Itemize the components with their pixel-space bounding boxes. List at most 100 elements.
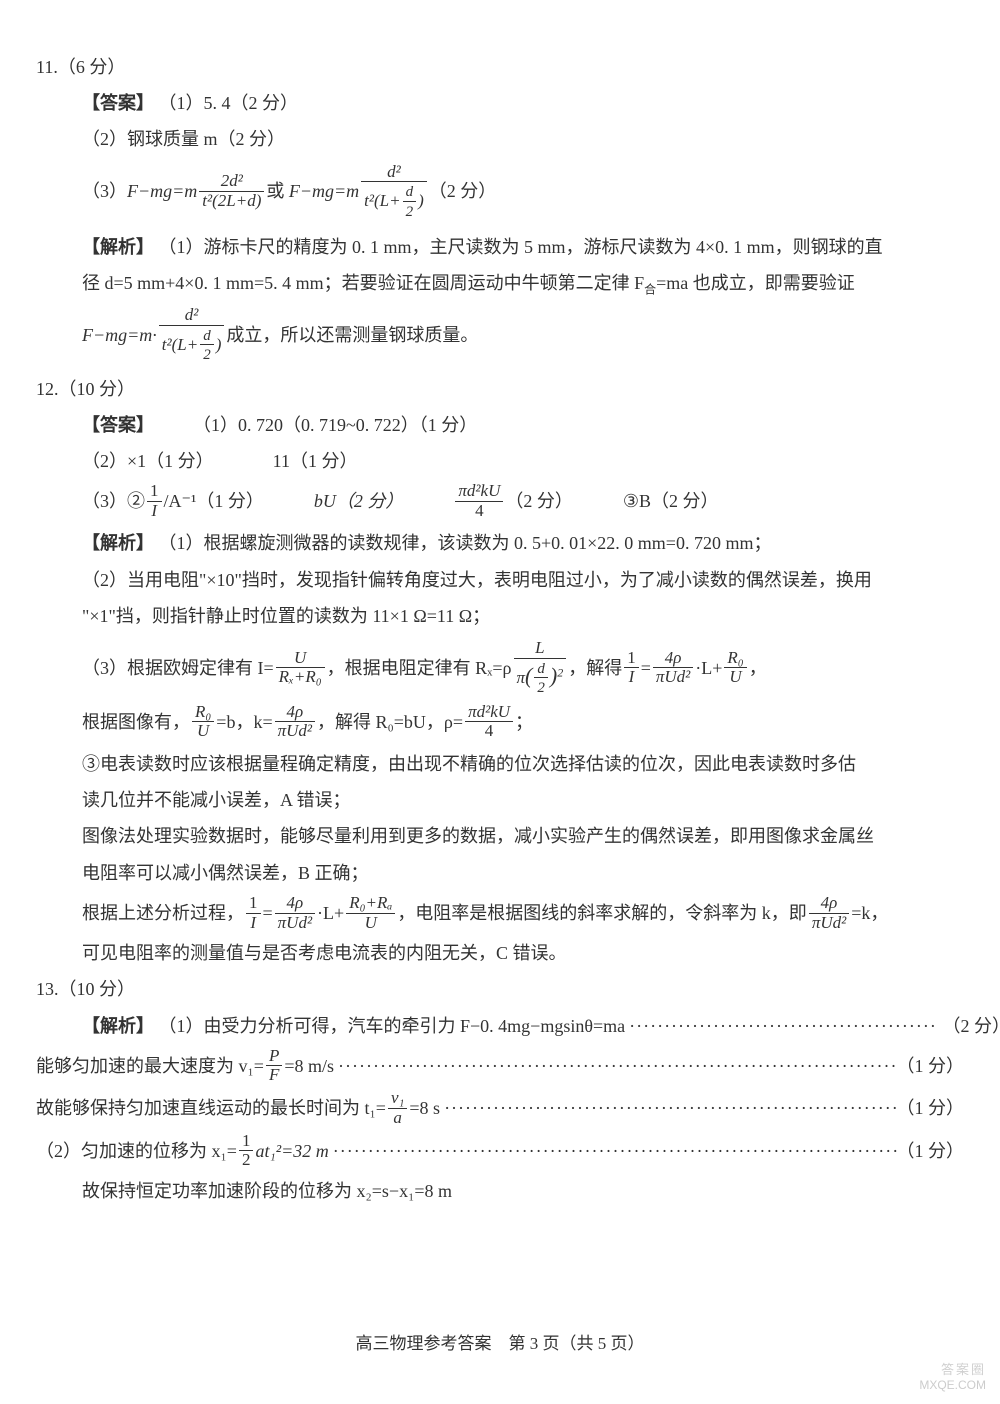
dots-fill: ········································… [440,1091,896,1125]
q11-exp-line2-sub: 合 [644,283,656,297]
q11-ans-2: （2）钢球质量 m（2 分） [82,122,964,156]
q12-exp3-f2-id: 2 [534,677,548,697]
q12-exp7-f4n: 4ρ [809,894,849,913]
q11-header: 11.（6 分） [36,50,964,84]
q13-line4-b: at₁²=32 m [255,1134,328,1168]
q13-line1-pts: （2 分） [943,1009,1000,1043]
q12-exp4-f1: R₀ U [192,703,214,741]
q13-line1: 【解析】 （1）由受力分析可得，汽车的牵引力 F−0. 4mg−mgsinθ=m… [82,1009,1000,1043]
q12-exp2a: （2）当用电阻"×10"挡时，发现指针偏转角度过大，表明电阻过小，为了减小读数的… [82,563,964,597]
q12-exp4-f2n: 4ρ [275,703,315,722]
q12-exp4-f3: πd²kU 4 [465,703,513,741]
q12-exp7-f2: 4ρ πUd² [275,894,315,932]
q12-exp4-prefix: 根据图像有， [82,705,190,739]
q12-header: 12.（10 分） [36,372,964,406]
dots-fill: ········································… [329,1134,897,1168]
q11-ans-row1: 【答案】 （1）5. 4（2 分） [82,86,964,120]
q12-exp-label: 【解析】 [82,533,154,553]
q12-ans3-c: πd²kU 4 [455,482,503,520]
q13-line3-n: v₁ [388,1089,407,1108]
q12-exp3-f2-in: d [534,661,548,678]
q13-line2-a: 能够匀加速的最大速度为 v₁= [36,1049,264,1083]
q12-exp6b: 电阻率可以减小偶然误差，B 正确； [82,856,964,890]
q12-exp7-f3n: R₀+Rₐ [346,894,395,913]
q12-ans-2a: （2）×1（1 分） [82,451,214,471]
q13-line1-txt: （1）由受力分析可得，汽车的牵引力 F−0. 4mg−mgsinθ=ma [159,1016,626,1036]
q11-eq2-den: t²(L+d2) [361,181,427,220]
q11-exp-line1: （1）游标卡尺的精度为 0. 1 mm，主尺读数为 5 mm，游标尺读数为 4×… [159,237,883,257]
q13-line2-n: P [266,1047,282,1066]
q13-line5: 故保持恒定功率加速阶段的位移为 x₂=s−x₁=8 m [82,1174,964,1208]
q12-exp7-mid2: ·L+ [317,896,344,930]
q12-ans-3-row: （3）② 1 I /A⁻¹（1 分） bU（2 分） πd²kU 4 （2 分）… [82,482,964,520]
q13-header: 13.（10 分） [36,972,964,1006]
q12-exp3-f5n: R₀ [724,649,746,668]
q13-line4-pts: （1 分） [897,1134,965,1168]
q11-exp3-inum: d [200,328,214,345]
q13-line4-d: 2 [239,1150,254,1170]
q11-eq2-den-r: ) [418,191,424,210]
q11-exp-label: 【解析】 [82,237,154,257]
q11-exp-line2a: 径 d=5 mm+4×0. 1 mm=5. 4 mm；若要验证在圆周运动中牛顿第… [82,273,644,293]
q12-ans3-c-pts: （2 分） [505,484,573,518]
q11-eq1-num: 2d² [199,172,264,191]
q13-line3-b: =8 s [409,1091,440,1125]
q12-exp5b: 读几位并不能减小误差，A 错误； [82,783,964,817]
q12-exp3-f2-pi: π [517,668,526,687]
q12-exp7-mid3: ，电阻率是根据图线的斜率求解的，令斜率为 k，即 [397,896,807,930]
q12-exp7-f4: 4ρ πUd² [809,894,849,932]
q12-exp4-end: ； [515,705,533,739]
q12-exp7-f3d: U [346,913,395,933]
q12-exp3-f1d: Rₓ+R₀ [276,667,325,687]
q12-ans3-d: ③B（2 分） [623,484,719,518]
q12-exp8: 可见电阻率的测量值与是否考虑电流表的内阻无关，C 错误。 [82,936,964,970]
q12-exp4: 根据图像有， R₀ U =b，k= 4ρ πUd² ，解得 R₀=bU，ρ= π… [82,703,964,741]
q12-exp3: （3）根据欧姆定律有 I= U Rₓ+R₀ ，根据电阻定律有 Rₓ=ρ L π(… [82,639,964,697]
q12-exp3-mid1: ，根据电阻定律有 Rₓ=ρ [327,651,512,685]
q13-line3-a: 故能够保持匀加速直线运动的最长时间为 t₁= [36,1091,386,1125]
q11-exp3-den: t²(L+d2) [159,325,225,364]
dots-fill: ········································… [334,1049,897,1083]
q13-line4-frac: 1 2 [239,1132,254,1170]
q11-ans3-prefix: （3） [82,174,127,208]
q12-exp3-mid2: ，解得 [568,651,622,685]
q11-eq2-lhs: F−mg=m [289,174,359,208]
q12-ans3-cd: 4 [455,501,503,521]
q12-ans-2b: 11（1 分） [273,451,358,471]
q12-exp7-f3: R₀+Rₐ U [346,894,395,932]
q12-exp7-f2d: πUd² [275,913,315,933]
q11-eq1-lhs: F−mg=m [127,174,197,208]
q11-eq2-frac: d² t²(L+d2) [361,163,427,221]
q11-eq2-num: d² [361,163,427,182]
q12-exp7-f1d: I [246,913,261,933]
q12-exp4-mid2: ，解得 R₀=bU，ρ= [317,705,463,739]
q12-ans-1-row: 【答案】 （1）0. 720（0. 719~0. 722）（1 分） [82,408,964,442]
q13-line2-frac: P F [266,1047,282,1085]
q13-line4-a: （2）匀加速的位移为 x₁= [36,1134,237,1168]
q12-exp4-f3d: 4 [465,721,513,741]
q12-exp3-f2d: π(d2)2 [514,658,567,697]
q11-eq2-den-l: t²(L+ [364,191,400,210]
q12-exp3-mid3: ·L+ [695,651,722,685]
q12-exp7-mid1: = [263,896,273,930]
q12-ans-label: 【答案】 [82,415,154,435]
q12-exp3-f1n: U [276,649,325,668]
q11-exp-1: 【解析】 （1）游标卡尺的精度为 0. 1 mm，主尺读数为 5 mm，游标尺读… [82,230,964,264]
q12-ans3-b: bU（2 分） [314,484,404,518]
q12-exp4-f3n: πd²kU [465,703,513,722]
q11-ans-label: 【答案】 [82,93,154,113]
q11-exp-3: F−mg=m· d² t²(L+d2) 成立，所以还需测量钢球质量。 [82,306,964,364]
q13-line4: （2）匀加速的位移为 x₁= 1 2 at₁²=32 m ···········… [36,1132,964,1170]
watermark-bottom: MXQE.COM [919,1378,986,1394]
q12-ans3-prefix: （3）② [82,484,145,518]
q12-ans-1: （1）0. 720（0. 719~0. 722）（1 分） [193,415,477,435]
q11-eq-or: 或 [266,174,284,208]
q13-line2-b: =8 m/s [284,1049,334,1083]
q13-line2: 能够匀加速的最大速度为 v₁= P F =8 m/s ·············… [36,1047,964,1085]
q12-exp-1-row: 【解析】 （1）根据螺旋测微器的读数规律，该读数为 0. 5+0. 01×22.… [82,526,964,560]
q12-exp4-f2: 4ρ πUd² [275,703,315,741]
q13-exp-label: 【解析】 [82,1016,154,1036]
q12-exp3-f3: 1 I [624,649,639,687]
q12-exp6a: 图像法处理实验数据时，能够尽量利用到更多的数据，减小实验产生的偶然误差，即用图像… [82,819,964,853]
q13-line3-frac: v₁ a [388,1089,407,1127]
